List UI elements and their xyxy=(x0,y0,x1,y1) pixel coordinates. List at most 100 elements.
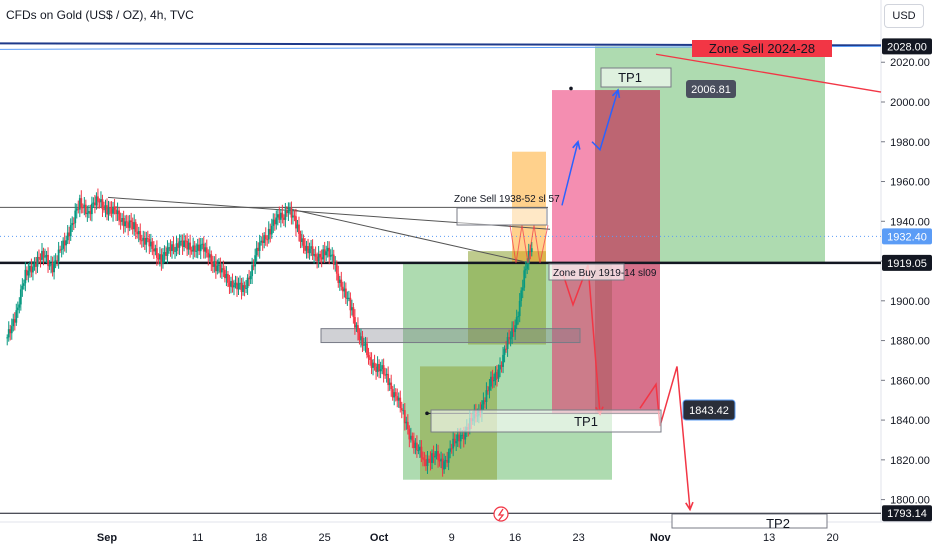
candle-body xyxy=(422,457,424,460)
price-tick-label: 1980.00 xyxy=(890,137,930,149)
candle-body xyxy=(107,207,110,215)
candle-body xyxy=(506,337,509,349)
candle-body xyxy=(450,448,453,450)
candle-body xyxy=(124,221,127,227)
candle-body xyxy=(18,304,21,308)
candle-body xyxy=(429,459,432,463)
candle-body xyxy=(402,410,405,412)
zigzag-sell xyxy=(509,225,549,264)
candle-body xyxy=(210,254,213,264)
candle-body xyxy=(189,242,192,250)
zone-pink-2 xyxy=(595,90,660,415)
candle-body xyxy=(44,256,46,258)
lightning-icon xyxy=(493,506,509,522)
candle-body xyxy=(242,285,244,292)
tp1-lower-label: TP1 xyxy=(574,414,598,429)
candle-body xyxy=(139,231,142,241)
candle-body xyxy=(202,243,205,252)
time-tick-label: Sep xyxy=(97,532,117,544)
candle-body xyxy=(370,360,373,368)
price-tick-label: 1900.00 xyxy=(890,296,930,308)
price-tag-bg xyxy=(882,38,932,55)
candle-body xyxy=(373,362,376,367)
candle-body xyxy=(480,404,483,415)
candle-body xyxy=(109,207,111,209)
candle-body xyxy=(84,204,87,215)
candle-body xyxy=(493,380,495,382)
candle-body xyxy=(10,326,13,334)
candle-body xyxy=(267,228,270,240)
candle-body xyxy=(30,265,33,273)
tag-1843-label: 1843.42 xyxy=(689,405,729,417)
tp1-lower-box xyxy=(430,409,662,433)
candle-body xyxy=(453,438,456,444)
candle-body xyxy=(340,279,343,287)
candle-body xyxy=(409,435,412,440)
candle-body xyxy=(428,458,430,460)
candle-body xyxy=(412,440,415,449)
candle-body xyxy=(390,382,393,390)
candle-body xyxy=(252,265,255,267)
candle-body xyxy=(198,244,201,252)
candle-body xyxy=(334,263,337,265)
candle-body xyxy=(101,199,104,210)
candle-body xyxy=(35,263,37,267)
tp1-upper-box xyxy=(600,67,672,88)
price-tag-label: 1793.14 xyxy=(887,508,927,520)
candle-body xyxy=(357,325,359,333)
chart-title: CFDs on Gold (US$ / OZ), 4h, TVC xyxy=(6,8,194,22)
candle-body xyxy=(530,248,533,253)
candle-body xyxy=(273,219,276,225)
candle-body xyxy=(110,208,113,214)
candle-body xyxy=(33,263,36,267)
candle-body xyxy=(165,252,167,256)
candle-body xyxy=(106,205,108,215)
candle-body xyxy=(154,248,157,252)
currency-button[interactable]: USD xyxy=(884,4,924,28)
candle-body xyxy=(168,247,170,249)
price-tag-bg xyxy=(882,228,932,245)
candle-body xyxy=(308,248,311,254)
candle-body xyxy=(432,453,435,458)
candle-body xyxy=(323,249,326,256)
candle-body xyxy=(239,282,241,284)
candle-body xyxy=(520,290,523,301)
candle-body xyxy=(298,224,300,234)
candle-body xyxy=(97,196,99,202)
candle-body xyxy=(54,260,57,262)
price-tick-label: 1860.00 xyxy=(890,375,930,387)
candle-body xyxy=(464,430,467,440)
candle-body xyxy=(130,220,133,222)
candle-body xyxy=(399,397,402,409)
candle-body xyxy=(363,344,365,346)
candle-body xyxy=(87,211,90,213)
candle-body xyxy=(331,254,334,256)
candle-body xyxy=(63,240,66,246)
candle-body xyxy=(24,269,27,284)
zone-sell-1938-box xyxy=(456,207,548,226)
candle-body xyxy=(397,397,400,401)
candle-body xyxy=(502,354,504,367)
candle-body xyxy=(287,209,290,214)
candle-body xyxy=(121,218,124,222)
candle-body xyxy=(100,199,102,202)
candle-body xyxy=(47,254,49,266)
candle-body xyxy=(59,249,62,251)
candle-body xyxy=(39,257,42,260)
candle-body xyxy=(217,264,220,266)
candle-body xyxy=(332,254,335,265)
candle-body xyxy=(372,362,374,368)
blue-arrow-2-head xyxy=(611,88,621,99)
candle-body xyxy=(195,250,198,252)
candle-body xyxy=(192,245,195,252)
candle-body xyxy=(119,220,122,222)
candle-body xyxy=(38,256,40,258)
candle-body xyxy=(199,244,202,252)
candle-body xyxy=(361,336,364,346)
candle-body xyxy=(319,253,322,258)
labels-layer: Zone Sell 2024-28 TP1 2006.81 Zone Sell 193… xyxy=(430,40,832,531)
candle-body xyxy=(95,196,98,206)
candle-body xyxy=(497,369,500,379)
candle-body xyxy=(387,373,390,386)
